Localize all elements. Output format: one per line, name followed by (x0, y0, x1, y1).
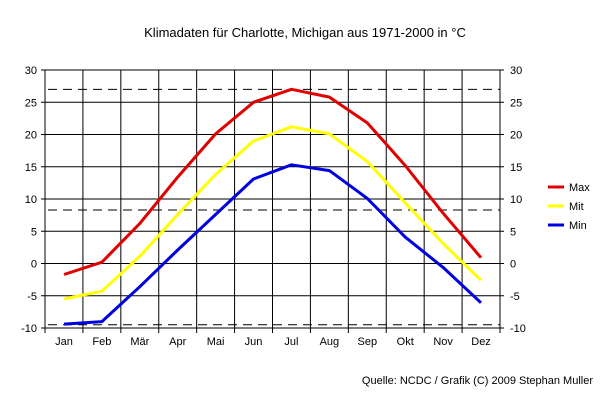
y-tick-label-left: 25 (25, 97, 37, 109)
x-tick-label: Mär (130, 336, 149, 348)
x-tick-label: Sep (358, 336, 378, 348)
y-axis-left: -10 -5 0 5 10 15 20 25 30 (21, 65, 45, 335)
series-line-mit (63, 125, 483, 301)
x-tick-label: Apr (169, 336, 186, 348)
x-tick-label: Jan (55, 336, 73, 348)
y-tick-label-left: 30 (25, 65, 37, 77)
y-tick-label-left: 5 (31, 226, 37, 238)
y-tick-label-right: 5 (510, 226, 516, 238)
y-tick-label-left: 20 (25, 130, 37, 142)
y-tick-label-right: 25 (510, 97, 522, 109)
y-tick-label-right: -10 (510, 323, 526, 335)
y-tick-label-right: 15 (510, 162, 522, 174)
legend-label-max: Max (569, 182, 590, 194)
x-tick-label: Jul (284, 336, 298, 348)
x-tick-label: Feb (92, 336, 111, 348)
legend-label-mit: Mit (569, 201, 584, 213)
reference-lines (45, 88, 500, 326)
y-tick-label-left: 15 (25, 162, 37, 174)
x-axis: Jan Feb Mär Apr Mai Jun Jul Aug Sep Okt Nov Dez (44, 328, 501, 348)
x-tick-label: Mai (207, 336, 225, 348)
series-line-max (63, 87, 483, 276)
x-tick-label: Dez (471, 336, 491, 348)
legend-label-min: Min (569, 220, 587, 232)
grid (45, 69, 500, 329)
series-lines (63, 87, 483, 326)
y-tick-label-left: 10 (25, 194, 37, 206)
y-tick-label-right: 20 (510, 130, 522, 142)
chart-title: Klimadaten für Charlotte, Michigan aus 1… (144, 25, 466, 40)
y-tick-label-left: 0 (31, 259, 37, 271)
x-tick-label: Nov (433, 336, 453, 348)
y-tick-label-right: 30 (510, 65, 522, 77)
y-tick-label-right: -5 (510, 291, 520, 303)
y-tick-label-right: 10 (510, 194, 522, 206)
source-note: Quelle: NCDC / Grafik (C) 2009 Stephan M… (362, 375, 593, 387)
series-line-min (63, 163, 483, 326)
x-tick-label: Aug (320, 336, 340, 348)
y-tick-label-left: -10 (21, 323, 37, 335)
y-tick-label-right: 0 (510, 259, 516, 271)
x-tick-label: Jun (245, 336, 263, 348)
x-tick-label: Okt (397, 336, 414, 348)
y-tick-label-left: -5 (27, 291, 37, 303)
legend: Max Mit Min (548, 182, 590, 232)
y-axis-right: -10 -5 0 5 10 15 20 25 30 (500, 65, 526, 335)
